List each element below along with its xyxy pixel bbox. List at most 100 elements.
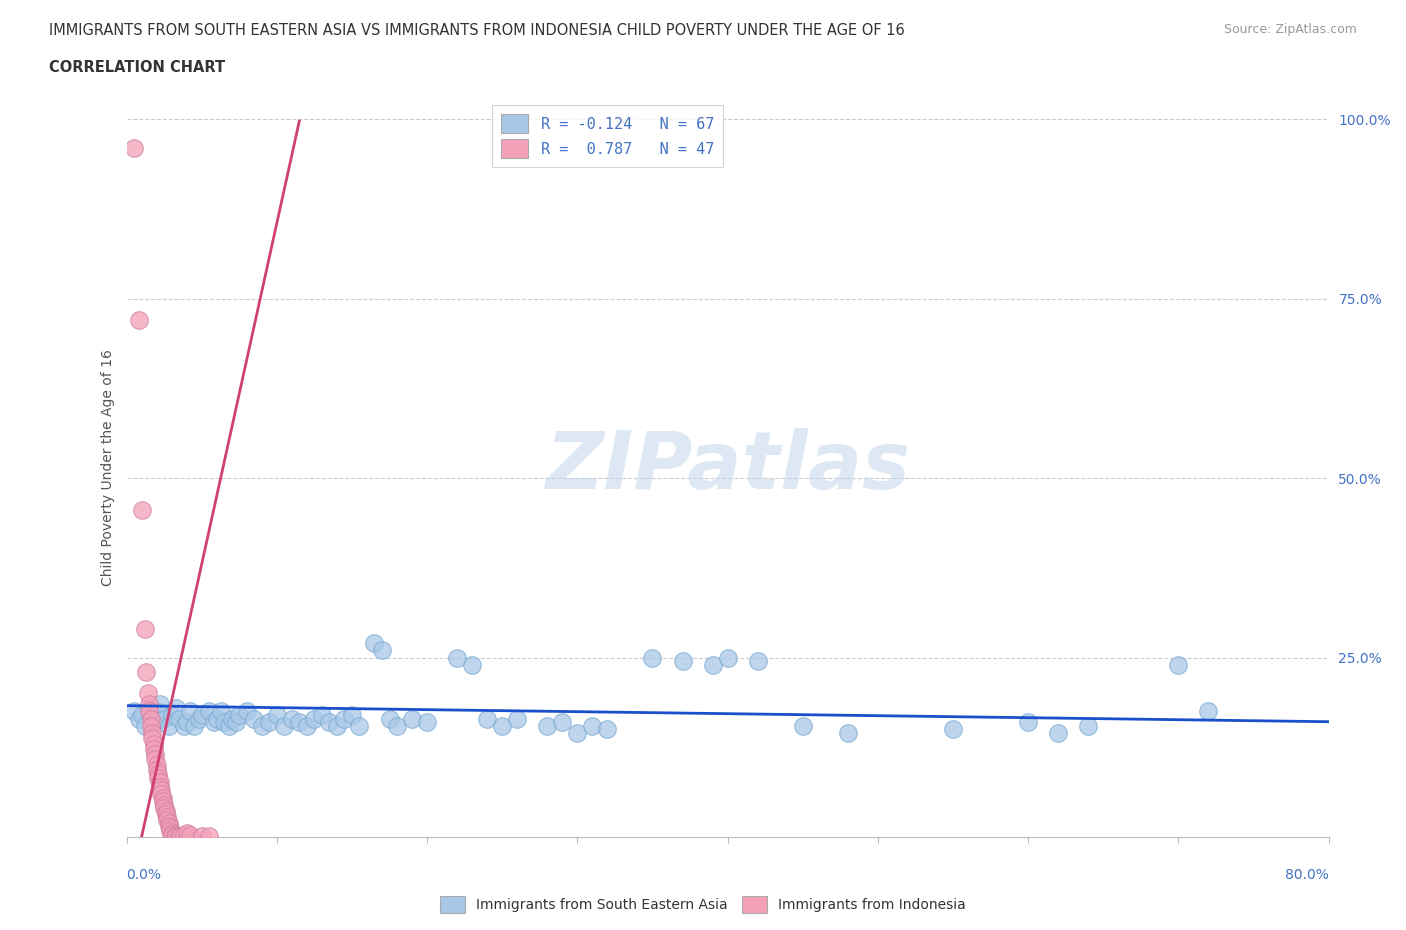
Point (139, 711, 162, 726)
Point (747, 654, 769, 669)
Point (142, 715, 165, 730)
Point (136, 686, 159, 701)
Point (143, 752, 166, 767)
Point (416, 715, 439, 730)
Point (157, 816, 180, 830)
Point (326, 718, 349, 733)
Point (942, 722, 965, 737)
Point (288, 715, 311, 730)
Point (385, 718, 408, 733)
Point (1167, 658, 1189, 672)
Y-axis label: Child Poverty Under the Age of 16: Child Poverty Under the Age of 16 (101, 349, 115, 586)
Point (160, 708, 183, 723)
Point (159, 824, 181, 839)
Point (141, 730, 163, 745)
Point (218, 718, 240, 733)
Point (179, 704, 201, 719)
Point (837, 725, 859, 740)
Point (150, 787, 173, 802)
Point (716, 650, 740, 665)
Point (641, 650, 664, 665)
Point (142, 742, 165, 757)
Point (333, 711, 356, 726)
Point (190, 828, 212, 843)
Point (165, 829, 187, 844)
Point (138, 704, 160, 719)
Point (190, 708, 212, 723)
Point (198, 829, 221, 844)
Point (134, 718, 156, 733)
Point (173, 828, 195, 843)
Point (281, 711, 304, 726)
Point (153, 797, 176, 812)
Point (1017, 715, 1039, 730)
Point (149, 775, 172, 790)
Point (702, 658, 724, 672)
Point (167, 829, 190, 844)
Point (250, 718, 273, 733)
Text: Source: ZipAtlas.com: Source: ZipAtlas.com (1223, 23, 1357, 36)
Point (461, 658, 484, 672)
Point (155, 804, 177, 818)
Point (128, 711, 150, 726)
Point (155, 806, 177, 821)
Point (228, 708, 250, 723)
Legend: Immigrants from South Eastern Asia, Immigrants from Indonesia: Immigrants from South Eastern Asia, Immi… (434, 890, 972, 919)
Point (243, 711, 266, 726)
Point (145, 704, 167, 719)
Point (266, 708, 288, 723)
Point (152, 793, 174, 808)
Point (157, 718, 180, 733)
Point (198, 704, 221, 719)
Point (475, 711, 498, 726)
Point (295, 718, 318, 733)
Point (491, 718, 513, 733)
Point (141, 725, 163, 740)
Point (122, 140, 145, 155)
Text: CORRELATION CHART: CORRELATION CHART (49, 60, 225, 75)
Point (202, 715, 225, 730)
Point (145, 758, 167, 773)
Point (169, 828, 191, 843)
Point (221, 711, 243, 726)
Point (792, 718, 814, 733)
Point (225, 715, 247, 730)
Point (135, 664, 157, 679)
Point (212, 715, 235, 730)
Point (145, 763, 167, 777)
Point (551, 715, 574, 730)
Point (150, 783, 173, 798)
Point (131, 708, 153, 723)
Point (205, 711, 228, 726)
Point (318, 715, 340, 730)
Text: 0.0%: 0.0% (127, 868, 162, 882)
Point (149, 779, 172, 794)
Point (146, 766, 169, 781)
Point (143, 747, 166, 762)
Point (536, 718, 558, 733)
Point (183, 718, 205, 733)
Point (142, 737, 165, 751)
Point (259, 715, 281, 730)
Point (128, 312, 150, 327)
Point (138, 697, 160, 711)
Point (378, 711, 401, 726)
Point (349, 718, 371, 733)
Text: ZIPatlas: ZIPatlas (546, 429, 910, 506)
Point (159, 821, 181, 836)
Point (311, 708, 333, 723)
Point (153, 711, 176, 726)
Point (152, 790, 174, 805)
Point (340, 708, 363, 723)
Point (146, 771, 169, 786)
Text: 80.0%: 80.0% (1285, 868, 1329, 882)
Point (176, 715, 198, 730)
Point (596, 722, 619, 737)
Point (209, 704, 232, 719)
Point (165, 700, 187, 715)
Point (401, 711, 423, 726)
Point (1197, 704, 1219, 719)
Point (567, 725, 589, 740)
Point (273, 718, 295, 733)
Point (157, 818, 180, 833)
